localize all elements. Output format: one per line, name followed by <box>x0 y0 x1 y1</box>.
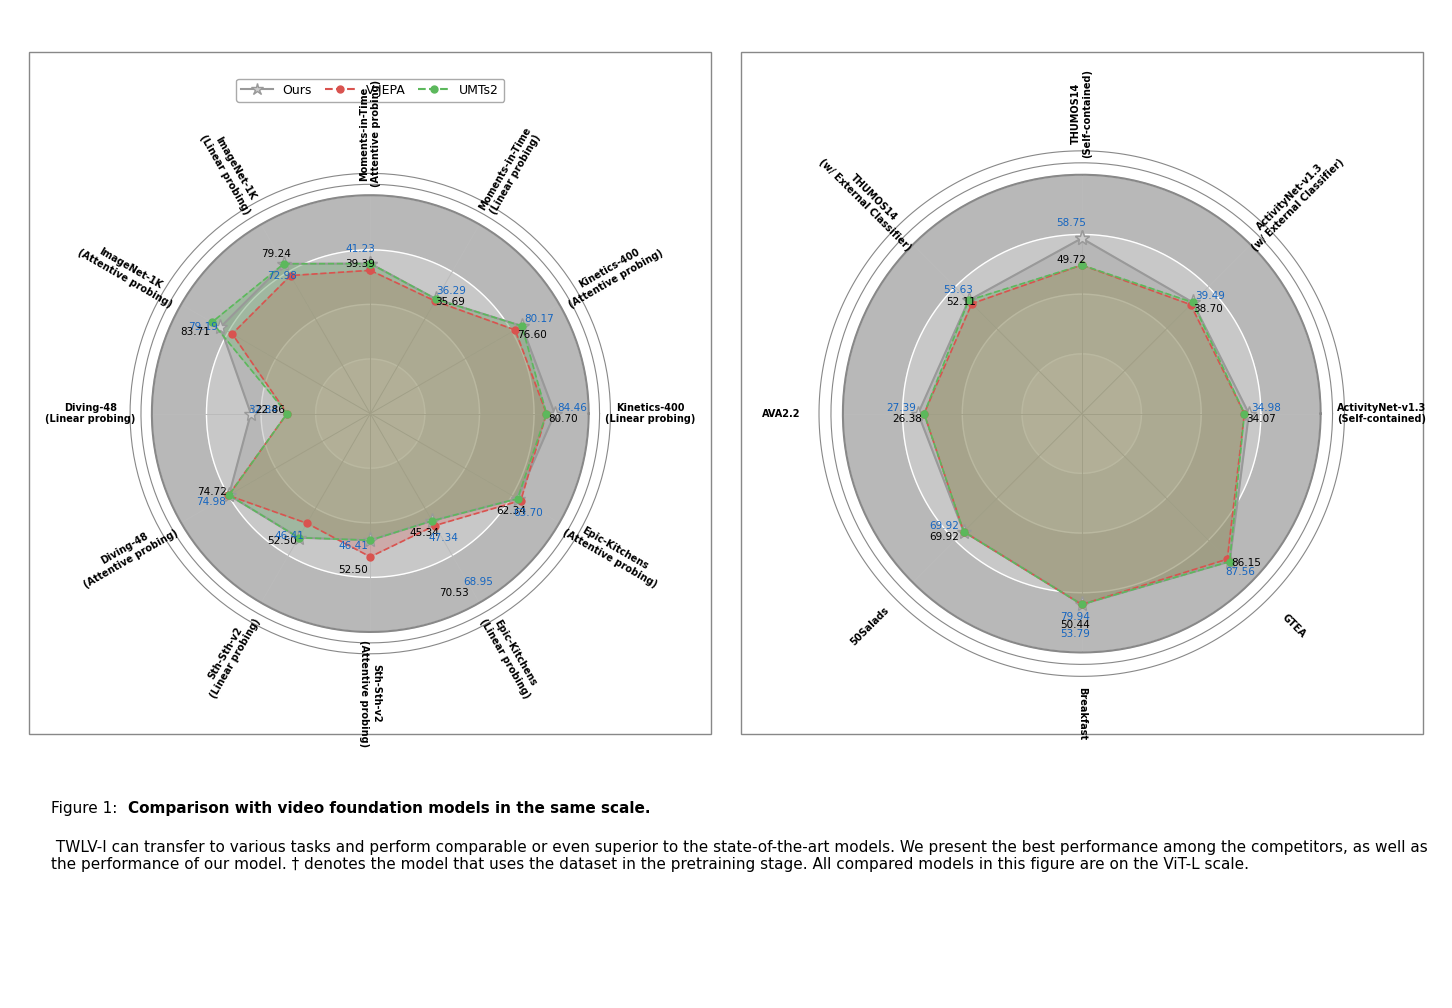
Text: 80.70: 80.70 <box>549 414 578 424</box>
Polygon shape <box>923 265 1244 605</box>
Text: Epic-Kitchens
(Attentive probing): Epic-Kitchens (Attentive probing) <box>560 517 665 590</box>
Text: 32.84: 32.84 <box>248 405 277 415</box>
Text: 34.98: 34.98 <box>1252 403 1281 413</box>
Polygon shape <box>923 265 1244 605</box>
Text: Sth-Sth-v2
(Attentive probing): Sth-Sth-v2 (Attentive probing) <box>360 640 380 747</box>
Text: Comparison with video foundation models in the same scale.: Comparison with video foundation models … <box>128 801 650 816</box>
Text: 34.07: 34.07 <box>1247 414 1276 424</box>
Text: 52.50: 52.50 <box>267 536 296 546</box>
Text: 26.38: 26.38 <box>892 414 922 424</box>
Text: 84.46: 84.46 <box>556 403 587 413</box>
Text: 46.41: 46.41 <box>338 540 369 550</box>
Text: 27.39: 27.39 <box>886 403 916 413</box>
Text: Moments-in-Time
(Linear probing): Moments-in-Time (Linear probing) <box>478 125 543 218</box>
Polygon shape <box>844 174 1321 652</box>
Polygon shape <box>315 359 425 468</box>
Text: ImageNet-1K
(Attentive probing): ImageNet-1K (Attentive probing) <box>76 238 180 309</box>
Text: 79.19: 79.19 <box>189 323 218 332</box>
Text: 47.34: 47.34 <box>428 533 457 543</box>
Text: 70.53: 70.53 <box>440 588 469 598</box>
Text: 69.92: 69.92 <box>929 521 960 531</box>
Polygon shape <box>228 270 546 556</box>
Text: 87.56: 87.56 <box>1225 566 1255 577</box>
Text: 49.72: 49.72 <box>1057 255 1086 264</box>
Text: ActivityNet-v1.3
(w/ External Classifier): ActivityNet-v1.3 (w/ External Classifier… <box>1241 149 1346 253</box>
Text: Figure 1:: Figure 1: <box>51 801 122 816</box>
Polygon shape <box>918 238 1249 605</box>
Text: 79.24: 79.24 <box>261 249 290 259</box>
Text: 80.17: 80.17 <box>524 314 553 325</box>
Text: 86.15: 86.15 <box>1231 557 1262 568</box>
Text: 53.79: 53.79 <box>1060 629 1090 639</box>
Text: THUMOS14
(Self-contained): THUMOS14 (Self-contained) <box>1072 69 1092 158</box>
Text: AVA2.2: AVA2.2 <box>762 408 800 418</box>
Text: Diving-48
(Attentive probing): Diving-48 (Attentive probing) <box>76 517 180 590</box>
Text: 62.34: 62.34 <box>495 506 526 516</box>
Text: 35.69: 35.69 <box>436 297 465 307</box>
Legend: Ours, V-JEPA, UMTs2: Ours, V-JEPA, UMTs2 <box>237 79 504 102</box>
Text: 74.72: 74.72 <box>197 487 227 497</box>
Text: 53.63: 53.63 <box>944 284 973 294</box>
Text: ImageNet-1K
(Linear probing): ImageNet-1K (Linear probing) <box>199 127 263 216</box>
Text: Sth-Sth-v2
(Linear probing): Sth-Sth-v2 (Linear probing) <box>199 612 263 701</box>
Polygon shape <box>1022 354 1141 474</box>
Text: 76.60: 76.60 <box>517 331 547 341</box>
Text: 50.44: 50.44 <box>1060 620 1090 630</box>
Text: 38.70: 38.70 <box>1194 303 1223 313</box>
Polygon shape <box>963 294 1201 533</box>
Text: 36.29: 36.29 <box>437 286 466 296</box>
Text: 39.39: 39.39 <box>346 258 375 268</box>
Text: 52.11: 52.11 <box>947 296 977 306</box>
Text: 72.98: 72.98 <box>267 270 298 280</box>
Text: ActivityNet-v1.3
(Self-contained): ActivityNet-v1.3 (Self-contained) <box>1337 403 1427 424</box>
Text: Kinetics-400
(Attentive probing): Kinetics-400 (Attentive probing) <box>560 238 665 309</box>
Text: Moments-in-Time
(Attentive probing): Moments-in-Time (Attentive probing) <box>360 81 380 187</box>
Text: 83.71: 83.71 <box>180 327 211 337</box>
Text: Diving-48
(Linear probing): Diving-48 (Linear probing) <box>45 403 135 424</box>
Text: 46.41: 46.41 <box>274 530 305 540</box>
Polygon shape <box>221 263 555 540</box>
Text: Kinetics-400
(Linear probing): Kinetics-400 (Linear probing) <box>605 403 696 424</box>
Text: 41.23: 41.23 <box>346 244 375 254</box>
Text: 63.70: 63.70 <box>513 508 543 518</box>
Text: 22.86: 22.86 <box>256 405 285 415</box>
Text: 58.75: 58.75 <box>1057 219 1086 228</box>
Text: 52.50: 52.50 <box>338 565 367 576</box>
Text: THUMOS14
(w/ External Classifier): THUMOS14 (w/ External Classifier) <box>817 149 922 253</box>
Polygon shape <box>206 250 534 578</box>
Text: 45.34: 45.34 <box>409 528 439 538</box>
Polygon shape <box>261 304 479 523</box>
FancyBboxPatch shape <box>741 51 1423 735</box>
Text: 39.49: 39.49 <box>1195 290 1225 300</box>
Polygon shape <box>903 235 1260 593</box>
Text: 74.98: 74.98 <box>196 497 227 507</box>
Polygon shape <box>152 196 588 632</box>
Text: Epic-Kitchens
(Linear probing): Epic-Kitchens (Linear probing) <box>478 612 542 701</box>
Text: 69.92: 69.92 <box>929 532 960 542</box>
Text: 68.95: 68.95 <box>463 577 494 587</box>
Polygon shape <box>212 263 546 540</box>
Text: 79.94: 79.94 <box>1060 612 1090 622</box>
Text: Breakfast: Breakfast <box>1077 687 1086 741</box>
FancyBboxPatch shape <box>29 51 711 735</box>
Text: TWLV-I can transfer to various tasks and perform comparable or even superior to : TWLV-I can transfer to various tasks and… <box>51 840 1427 872</box>
Text: GTEA: GTEA <box>1281 612 1308 640</box>
Text: 50Salads: 50Salads <box>848 605 890 647</box>
